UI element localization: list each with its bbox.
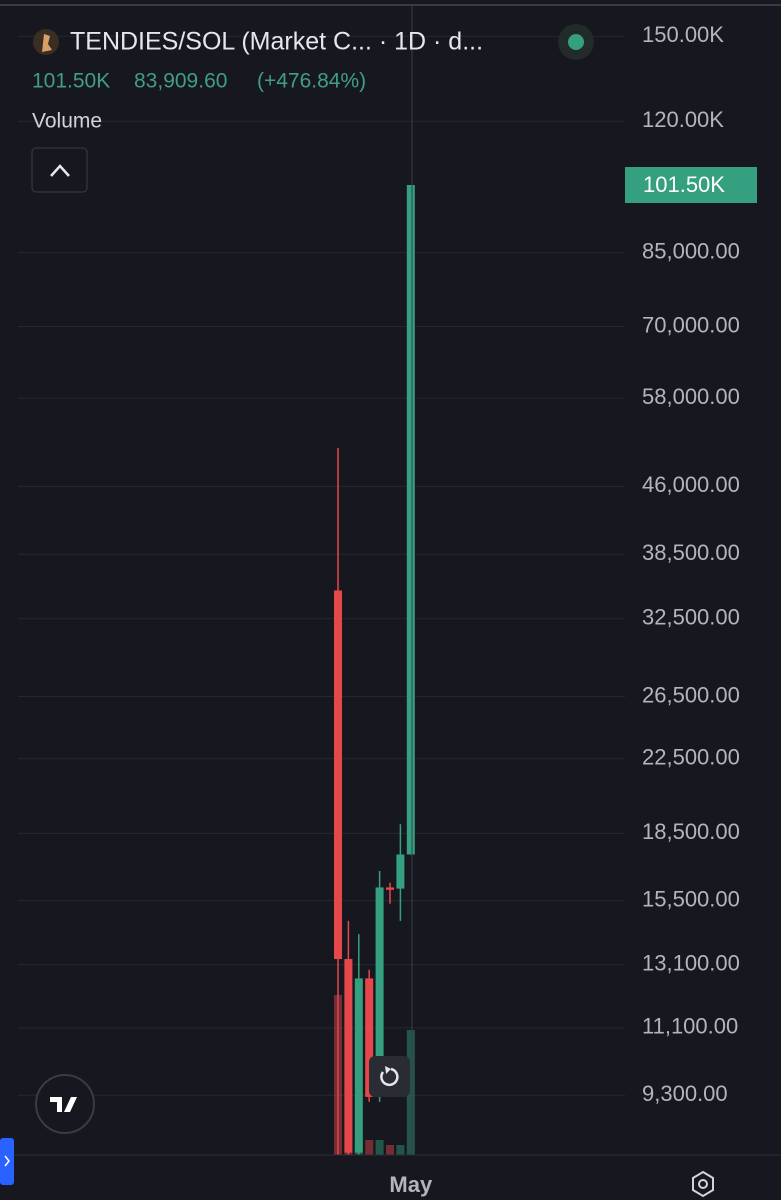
- reset-button[interactable]: [369, 1056, 410, 1097]
- volume-bar: [396, 1145, 405, 1155]
- grid: [18, 35, 625, 1096]
- y-tick-label: 15,500.00: [642, 887, 740, 912]
- last-price-label: 101.50K: [643, 172, 725, 197]
- reset-icon: [380, 1067, 399, 1087]
- x-tick-label: May: [389, 1172, 433, 1197]
- chart-title[interactable]: TENDIES/SOL (Market C... · 1D · d...: [70, 28, 483, 56]
- side-tab[interactable]: [0, 1138, 14, 1185]
- candle-body: [375, 887, 384, 1097]
- y-tick-label: 38,500.00: [642, 540, 740, 565]
- logo: [50, 1097, 77, 1112]
- volume-bar: [365, 1140, 374, 1155]
- y-tick-label: 120.00K: [642, 107, 724, 132]
- y-tick-label: 26,500.00: [642, 682, 740, 707]
- candle-body: [365, 978, 374, 1097]
- y-tick-label: 13,100.00: [642, 951, 740, 976]
- indicator-label[interactable]: Volume: [32, 110, 102, 133]
- chevron-up: [50, 164, 70, 177]
- candle-body: [386, 887, 394, 890]
- settings-button[interactable]: [692, 1170, 714, 1198]
- reset-arrow: [385, 1066, 391, 1074]
- change-percent: (+476.84%): [257, 70, 366, 93]
- settings-icon: [698, 1179, 708, 1189]
- side-tab-arrow: [4, 1155, 10, 1167]
- y-tick-label: 32,500.00: [642, 605, 740, 630]
- y-tick-label: 85,000.00: [642, 238, 740, 263]
- y-tick-label: 150.00K: [642, 22, 724, 47]
- change-value: 83,909.60: [134, 70, 227, 93]
- volume-bar: [375, 1140, 384, 1155]
- candle-body: [396, 854, 405, 889]
- y-tick-label: 22,500.00: [642, 745, 740, 770]
- last-price-tag: [625, 166, 757, 203]
- y-tick-label: 11,100.00: [642, 1014, 738, 1039]
- volume-bar: [386, 1145, 394, 1155]
- y-tick-label: 9,300.00: [642, 1081, 728, 1106]
- status-dot: [568, 34, 584, 50]
- candle-body: [344, 959, 353, 1153]
- plot: [334, 184, 415, 1155]
- y-tick-label: 58,000.00: [642, 384, 740, 409]
- y-tick-label: 46,000.00: [642, 472, 740, 497]
- volume-bar: [406, 1030, 415, 1155]
- symbol-icon-shape: [42, 34, 52, 52]
- collapse-button[interactable]: [31, 147, 88, 193]
- y-tick-label: 18,500.00: [642, 819, 740, 844]
- candle-body: [334, 590, 342, 960]
- candle-body: [406, 184, 415, 855]
- last-value: 101.50K: [32, 70, 110, 93]
- candle-body: [354, 978, 363, 1153]
- logo-button[interactable]: [35, 1074, 95, 1134]
- y-tick-label: 70,000.00: [642, 312, 740, 337]
